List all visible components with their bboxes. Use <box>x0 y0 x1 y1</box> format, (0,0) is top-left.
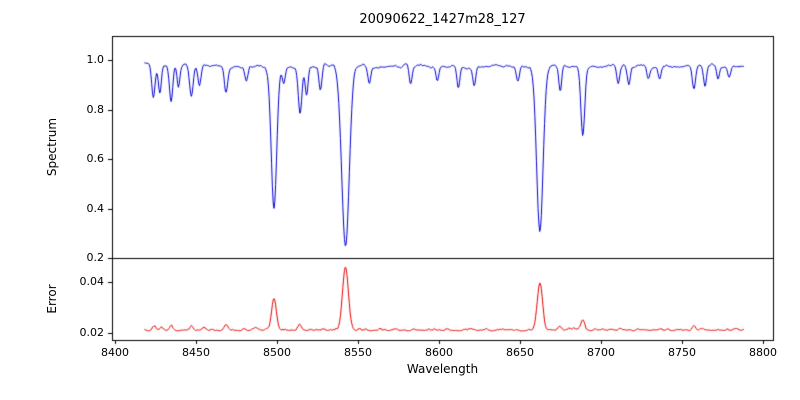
x-tick-label: 8400 <box>101 346 129 359</box>
spectrum-y-tick-label: 1.0 <box>86 53 105 66</box>
spectrum-y-tick-label: 0.6 <box>86 152 105 165</box>
spectrum-y-tick-label: 0.2 <box>86 251 105 264</box>
x-tick-label: 8750 <box>668 346 696 359</box>
error-y-tick-label: 0.04 <box>79 275 105 288</box>
chart-title: 20090622_1427m28_127 <box>359 12 526 27</box>
error-y-axis-label: Error <box>45 284 59 314</box>
spectrum-y-tick-label: 0.8 <box>86 103 105 116</box>
x-axis-label: Wavelength <box>406 362 479 376</box>
x-tick-label: 8800 <box>749 346 777 359</box>
x-tick-label: 8600 <box>425 346 453 359</box>
x-tick-label: 8450 <box>182 346 210 359</box>
error-y-tick-label: 0.02 <box>79 326 105 339</box>
spectrum-y-tick-label: 0.4 <box>86 202 105 215</box>
x-tick-label: 8700 <box>587 346 615 359</box>
x-tick-label: 8650 <box>506 346 534 359</box>
spectrum-y-axis-label: Spectrum <box>45 117 59 177</box>
x-tick-label: 8500 <box>263 346 291 359</box>
x-tick-label: 8550 <box>344 346 372 359</box>
